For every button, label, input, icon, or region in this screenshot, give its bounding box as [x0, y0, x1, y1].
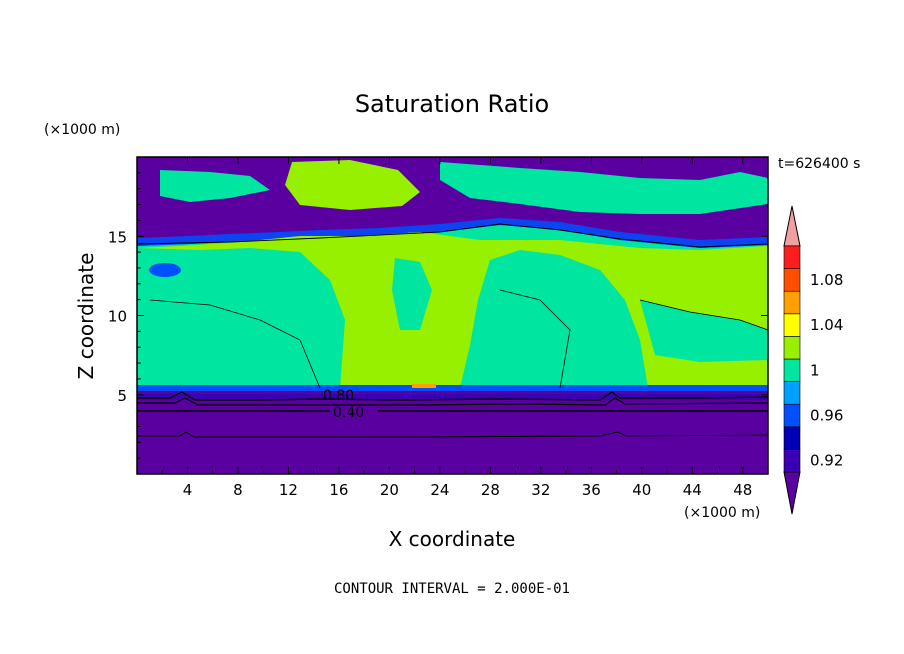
mid-cyan-pocket-1 [500, 290, 570, 388]
interface-orange-spot [412, 384, 436, 388]
colorbar-swatch [783, 449, 801, 473]
mid-cyan-pocket-3 [640, 300, 768, 362]
lower-dark-band [137, 394, 768, 400]
colorbar-swatch [783, 426, 801, 450]
plot-field: 0.80 0.40 [137, 157, 768, 474]
mid-cyan-pocket-2 [137, 300, 320, 388]
upper-green-patch-1 [285, 160, 420, 210]
colorbar-swatch [783, 381, 801, 405]
interface-blue-band [137, 385, 768, 392]
x-tick-label: 12 [279, 481, 298, 499]
mid-green-region [137, 232, 768, 388]
colorbar-swatch [783, 268, 801, 292]
upper-green-patch-3 [160, 170, 270, 202]
contour-interval-label: CONTOUR INTERVAL = 2.000E-01 [334, 581, 570, 597]
x-tick-label: 40 [632, 481, 651, 499]
time-label: t=626400 s [778, 156, 860, 172]
x-axis-ticks: 4 8 12 16 20 24 28 32 36 40 44 48 [161, 157, 752, 499]
colorbar-swatch [783, 358, 801, 382]
contour-label-080: 0.80 [323, 388, 354, 404]
y-unit-label: (×1000 m) [44, 122, 120, 138]
mid-cyan-pocket-4 [392, 258, 432, 330]
y-tick-label: 15 [108, 228, 127, 246]
colorbar-tick-label: 0.96 [810, 407, 843, 425]
contour-label-040: 0.40 [333, 405, 364, 421]
y-axis-ticks: 5 10 15 [108, 172, 768, 459]
contour-line-0.20 [137, 431, 768, 438]
x-axis-label: X coordinate [389, 527, 516, 551]
contour-line-0.60 [137, 397, 768, 406]
colorbar-under-arrow [783, 471, 801, 515]
contour-line-0.80 [137, 391, 768, 401]
x-tick-label: 16 [329, 481, 348, 499]
colorbar: 0.92 0.96 1 1.04 1.08 [783, 205, 843, 515]
contour-line-upper [137, 223, 768, 248]
upper-green-patch-2 [440, 162, 768, 214]
x-tick-label: 28 [481, 481, 500, 499]
colorbar-swatch [783, 336, 801, 360]
x-tick-label: 32 [531, 481, 550, 499]
colorbar-tick-label: 1.08 [810, 271, 843, 289]
colorbar-swatch [783, 313, 801, 337]
colorbar-swatch [783, 290, 801, 315]
x-tick-label: 48 [733, 481, 752, 499]
x-unit-label: (×1000 m) [684, 505, 760, 521]
y-tick-label: 5 [117, 387, 127, 405]
colorbar-tick-label: 1 [810, 361, 820, 379]
x-tick-label: 24 [430, 481, 449, 499]
upper-blue-band [137, 218, 768, 248]
y-axis-label: Z coordinate [74, 253, 98, 380]
x-tick-label: 20 [380, 481, 399, 499]
y-tick-label: 10 [108, 308, 127, 326]
x-tick-label: 8 [233, 481, 243, 499]
x-tick-label: 4 [183, 481, 193, 499]
contour-line-mid [149, 289, 768, 389]
colorbar-swatch [783, 245, 801, 269]
colorbar-tick-label: 0.92 [810, 452, 843, 470]
mid-blue-blob [149, 263, 181, 277]
colorbar-over-arrow [783, 205, 801, 247]
colorbar-swatch [783, 403, 801, 428]
chart-title: Saturation Ratio [355, 90, 549, 118]
x-tick-label: 36 [582, 481, 601, 499]
x-tick-label: 44 [683, 481, 702, 499]
colorbar-tick-label: 1.04 [810, 316, 843, 334]
